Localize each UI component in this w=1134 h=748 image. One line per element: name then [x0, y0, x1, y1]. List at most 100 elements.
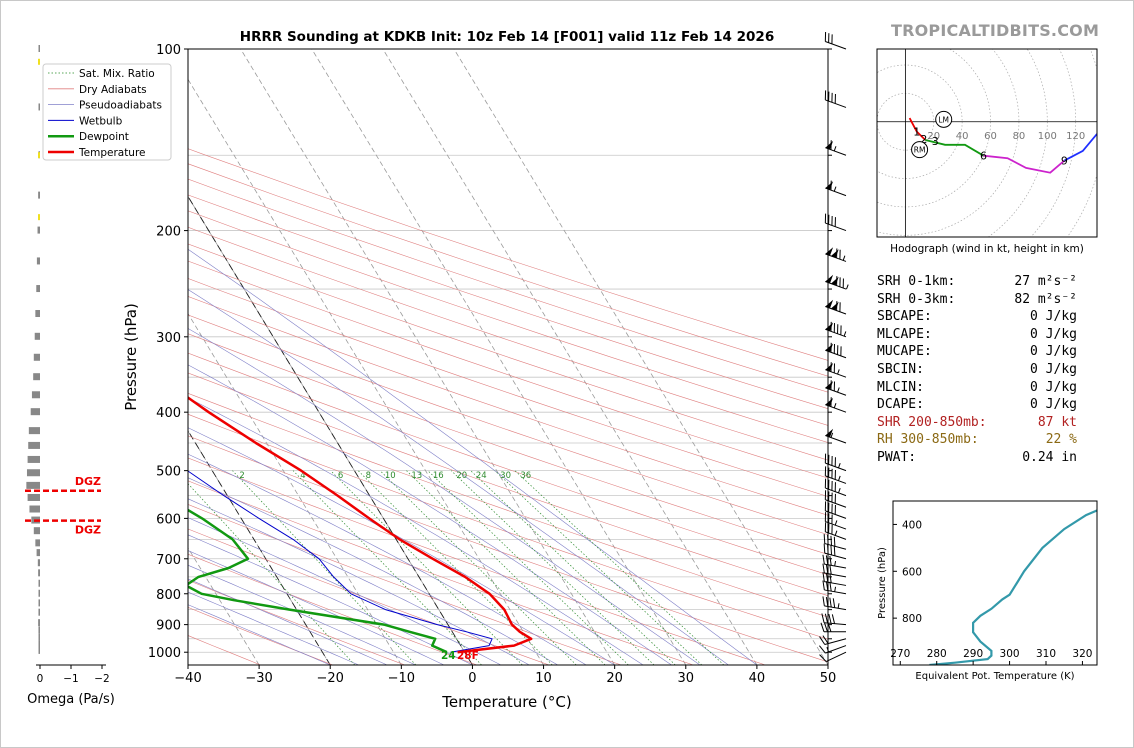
legend-label: Sat. Mix. Ratio [79, 68, 155, 80]
isotherm-line [311, 49, 687, 665]
barb-staff [825, 41, 847, 50]
hodo-height-label: 3 [932, 135, 939, 148]
hodo-height-label: 2 [920, 133, 927, 146]
isotherm-line [453, 49, 828, 665]
barb-flag [823, 543, 826, 554]
wind-barb [825, 274, 849, 290]
mixing-ratio-label: 6 [338, 471, 343, 481]
barb-half [834, 520, 838, 526]
pseudoadiabat [188, 534, 473, 665]
barb-flag [822, 554, 825, 565]
barb-staff [824, 543, 847, 550]
barb-pennant [825, 428, 834, 438]
param-label: SBCIN: [877, 361, 924, 377]
omega-x-label: Omega (Pa/s) [27, 692, 115, 707]
barb-flag [831, 614, 836, 624]
hodo-height-label: 9 [1061, 155, 1068, 168]
dry-adiabat [188, 372, 828, 596]
y-tick-label: 600 [156, 512, 181, 527]
barb-flag [819, 654, 827, 662]
dry-adiabat [188, 194, 828, 409]
param-value: 0.24 in [1022, 449, 1077, 465]
y-tick-label: 1000 [148, 646, 181, 661]
omega-bar [38, 191, 40, 199]
barb-flag [822, 572, 825, 582]
thetae-frame [892, 500, 1098, 666]
wind-barb [824, 466, 847, 484]
wind-barb [819, 651, 847, 662]
barb-flag [822, 580, 825, 591]
chart-title: HRRR Sounding at KDKB Init: 10z Feb 14 [… [240, 29, 774, 45]
param-value: 0 J/kg [1030, 397, 1077, 413]
barb-flag [819, 645, 826, 654]
omega-bar [27, 455, 40, 463]
barb-flag [833, 546, 836, 556]
wind-barb [824, 490, 847, 508]
dry-adiabat [188, 528, 550, 665]
param-row-srh01: SRH 0-1km: 27 m²s⁻² [877, 273, 1077, 291]
barb-staff [824, 572, 847, 578]
param-row-rh: RH 300-850mb: 22 % [877, 431, 1077, 449]
mixing-ratio-line [450, 470, 655, 665]
barb-staff [825, 510, 847, 519]
dry-adiabat [188, 178, 828, 393]
barb-staff [824, 605, 847, 611]
y-tick-label: 900 [156, 619, 181, 634]
thetae-x-label: Equivalent Pot. Temperature (K) [915, 671, 1074, 682]
dry-adiabat [188, 278, 828, 497]
storm-motion-label: RM [914, 146, 926, 155]
hodo-ring-label: 60 [984, 131, 997, 142]
hodo-segment [1063, 133, 1097, 162]
pseudoadiabat [188, 328, 701, 665]
isotherm-line [188, 195, 473, 665]
wind-barb [822, 580, 847, 595]
barb-flag [829, 555, 832, 566]
barb-half [834, 530, 838, 536]
dry-adiabat [188, 607, 333, 665]
omega-bar [36, 257, 40, 265]
dry-adiabat [188, 226, 828, 443]
param-value: 82 m²s⁻² [1014, 291, 1077, 307]
dry-adiabat [188, 243, 828, 461]
thetae-y-tick-label: 600 [902, 566, 922, 578]
x-tick-label: 50 [820, 671, 837, 686]
mixing-ratio-label: 4 [300, 471, 305, 481]
brand-logo-text: TROPICALTIDBITS.COM [891, 21, 1100, 40]
barb-staff [825, 222, 847, 232]
hodo-ring-label: 40 [956, 131, 969, 142]
param-value: 0 J/kg [1030, 344, 1077, 360]
thetae-x-tick-label: 270 [890, 648, 910, 660]
param-value: 87 kt [1037, 414, 1077, 430]
wind-barb [825, 321, 847, 338]
param-label: DCAPE: [877, 397, 924, 413]
barb-half [837, 387, 840, 393]
pseudoadiabat [188, 453, 587, 665]
storm-motion-marker [935, 110, 953, 128]
dry-adiabat [188, 260, 828, 479]
mixing-ratio-label: 20 [456, 471, 467, 481]
omega-bar [31, 391, 40, 399]
barb-staff [825, 487, 847, 497]
param-value: 27 m²s⁻² [1014, 274, 1077, 289]
dewpoint-line [188, 508, 448, 654]
barb-flag [825, 572, 829, 583]
omega-bar [36, 285, 40, 293]
barb-flag [829, 573, 832, 583]
hodo-ring-label: 20 [927, 131, 940, 142]
wind-barb [825, 247, 847, 262]
param-label: SBCAPE: [877, 309, 932, 325]
param-value: 0 J/kg [1030, 309, 1077, 325]
omega-bar [37, 226, 40, 234]
x-tick-label: −30 [245, 671, 272, 686]
y-tick-label: 500 [156, 465, 181, 480]
omega-bar [38, 646, 40, 654]
dgz-label: DGZ [75, 475, 101, 488]
thetae-line [929, 509, 1097, 665]
param-row-shear: SHR 200-850mb: 87 kt [877, 414, 1077, 432]
hodo-segment [908, 117, 926, 141]
barb-flag [824, 622, 828, 632]
thetae-x-tick-label: 310 [1036, 648, 1056, 660]
barb-half [830, 432, 834, 438]
mixing-ratio-label: 36 [520, 471, 531, 481]
legend-label: Wetbulb [79, 115, 123, 127]
